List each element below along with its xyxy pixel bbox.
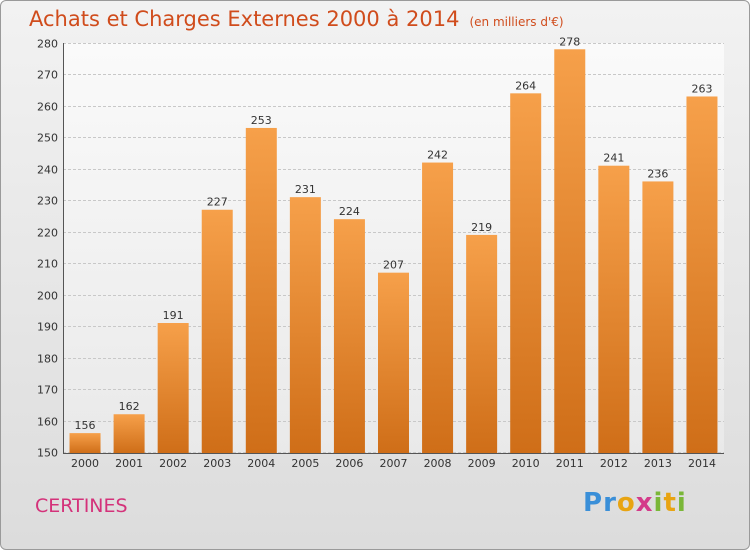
- x-tick-label: 2006: [335, 457, 363, 470]
- data-label: 264: [515, 79, 536, 92]
- data-label: 242: [427, 149, 448, 162]
- y-tick-label: 160: [37, 416, 58, 429]
- y-tick-label: 250: [37, 132, 58, 145]
- y-tick-label: 180: [37, 353, 58, 366]
- y-tick-label: 240: [37, 164, 58, 177]
- data-label: 224: [339, 205, 360, 218]
- x-tick-label: 2002: [159, 457, 187, 470]
- data-label: 263: [691, 82, 712, 95]
- y-tick-label: 260: [37, 101, 58, 114]
- x-tick-label: 2003: [203, 457, 231, 470]
- bar: [686, 96, 718, 453]
- data-label: 191: [163, 309, 184, 322]
- x-tick-label: 2004: [247, 457, 275, 470]
- bar: [554, 49, 586, 454]
- bar: [466, 234, 498, 453]
- x-tick-label: 2001: [115, 457, 143, 470]
- bar: [510, 93, 542, 453]
- bar: [378, 272, 409, 453]
- bar: [245, 127, 277, 453]
- y-tick-label: 210: [37, 258, 58, 271]
- data-label: 219: [471, 221, 492, 234]
- data-label: 156: [75, 419, 96, 432]
- data-label: 253: [251, 114, 272, 127]
- data-label: 241: [603, 152, 624, 165]
- bar: [289, 197, 321, 453]
- bar: [113, 414, 145, 453]
- data-label: 162: [119, 400, 140, 413]
- y-tick-label: 190: [37, 321, 58, 334]
- x-tick-label: 2000: [71, 457, 99, 470]
- data-label: 231: [295, 183, 316, 196]
- y-tick-label: 280: [37, 38, 58, 51]
- y-tick-label: 270: [37, 69, 58, 82]
- x-tick-label: 2011: [556, 457, 584, 470]
- y-tick-label: 200: [37, 290, 58, 303]
- y-tick-label: 170: [37, 384, 58, 397]
- chart-unit: (en milliers d'€): [469, 15, 564, 29]
- x-tick-label: 2008: [424, 457, 452, 470]
- place-name: CERTINES: [35, 495, 128, 517]
- bar: [598, 165, 630, 453]
- data-label: 207: [383, 259, 404, 272]
- chart-title-text: Achats et Charges Externes 2000 à 2014: [29, 7, 460, 31]
- data-label: 236: [647, 167, 668, 180]
- x-tick-label: 2012: [600, 457, 628, 470]
- y-tick-label: 150: [37, 447, 58, 460]
- x-tick-label: 2007: [380, 457, 408, 470]
- bar: [642, 181, 674, 453]
- x-tick-label: 2005: [291, 457, 319, 470]
- x-tick-label: 2013: [644, 457, 672, 470]
- bar: [69, 433, 101, 453]
- x-tick-label: 2010: [512, 457, 540, 470]
- x-tick-label: 2014: [688, 457, 716, 470]
- bar: [422, 162, 454, 454]
- data-label: 227: [207, 196, 228, 209]
- chart-title: Achats et Charges Externes 2000 à 2014 (e…: [29, 7, 564, 31]
- bar: [333, 219, 365, 453]
- data-label: 278: [559, 35, 580, 48]
- bar: [201, 209, 233, 453]
- bar: [157, 323, 189, 453]
- x-tick-label: 2009: [468, 457, 496, 470]
- y-tick-label: 230: [37, 195, 58, 208]
- y-tick-label: 220: [37, 227, 58, 240]
- proxiti-logo: Proxiti: [583, 488, 687, 518]
